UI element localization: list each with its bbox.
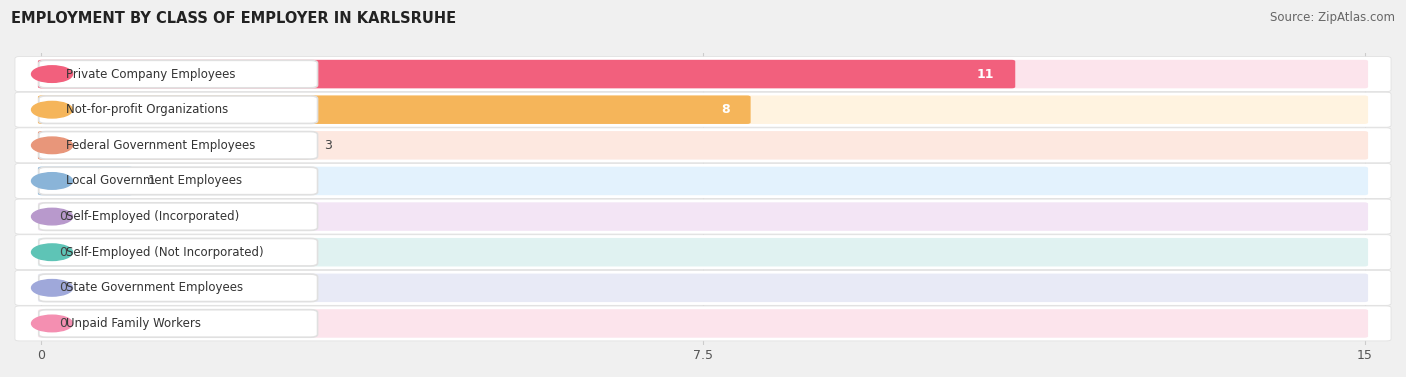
FancyBboxPatch shape xyxy=(15,306,1391,341)
Circle shape xyxy=(31,208,73,225)
Circle shape xyxy=(31,280,73,296)
FancyBboxPatch shape xyxy=(38,238,1368,267)
FancyBboxPatch shape xyxy=(38,95,1368,124)
Text: Local Government Employees: Local Government Employees xyxy=(66,175,242,187)
FancyBboxPatch shape xyxy=(39,132,318,159)
Text: Unpaid Family Workers: Unpaid Family Workers xyxy=(66,317,201,330)
FancyBboxPatch shape xyxy=(38,60,1015,88)
Text: 1: 1 xyxy=(148,175,155,187)
FancyBboxPatch shape xyxy=(39,60,318,88)
FancyBboxPatch shape xyxy=(39,96,318,123)
Circle shape xyxy=(31,137,73,153)
Text: 11: 11 xyxy=(977,67,994,81)
Text: Source: ZipAtlas.com: Source: ZipAtlas.com xyxy=(1270,11,1395,24)
FancyBboxPatch shape xyxy=(39,167,318,195)
Text: 8: 8 xyxy=(721,103,730,116)
Text: State Government Employees: State Government Employees xyxy=(66,281,243,294)
Circle shape xyxy=(31,315,73,332)
FancyBboxPatch shape xyxy=(38,167,134,195)
Circle shape xyxy=(31,244,73,261)
FancyBboxPatch shape xyxy=(38,95,751,124)
Text: Federal Government Employees: Federal Government Employees xyxy=(66,139,256,152)
Text: 0: 0 xyxy=(59,246,67,259)
Text: Private Company Employees: Private Company Employees xyxy=(66,67,236,81)
Text: Self-Employed (Incorporated): Self-Employed (Incorporated) xyxy=(66,210,239,223)
FancyBboxPatch shape xyxy=(39,274,318,302)
Text: 3: 3 xyxy=(323,139,332,152)
FancyBboxPatch shape xyxy=(15,270,1391,305)
FancyBboxPatch shape xyxy=(15,235,1391,270)
Text: 0: 0 xyxy=(59,281,67,294)
Circle shape xyxy=(31,173,73,189)
FancyBboxPatch shape xyxy=(38,131,309,159)
FancyBboxPatch shape xyxy=(38,167,1368,195)
FancyBboxPatch shape xyxy=(38,309,1368,338)
Text: Not-for-profit Organizations: Not-for-profit Organizations xyxy=(66,103,228,116)
FancyBboxPatch shape xyxy=(38,274,1368,302)
Text: 0: 0 xyxy=(59,317,67,330)
Text: 0: 0 xyxy=(59,210,67,223)
FancyBboxPatch shape xyxy=(15,199,1391,234)
FancyBboxPatch shape xyxy=(39,310,318,337)
FancyBboxPatch shape xyxy=(38,202,1368,231)
Text: EMPLOYMENT BY CLASS OF EMPLOYER IN KARLSRUHE: EMPLOYMENT BY CLASS OF EMPLOYER IN KARLS… xyxy=(11,11,457,26)
FancyBboxPatch shape xyxy=(15,164,1391,198)
FancyBboxPatch shape xyxy=(39,239,318,266)
FancyBboxPatch shape xyxy=(38,60,1368,88)
FancyBboxPatch shape xyxy=(15,92,1391,127)
FancyBboxPatch shape xyxy=(15,128,1391,163)
Text: Self-Employed (Not Incorporated): Self-Employed (Not Incorporated) xyxy=(66,246,264,259)
FancyBboxPatch shape xyxy=(39,203,318,230)
FancyBboxPatch shape xyxy=(15,57,1391,92)
Circle shape xyxy=(31,66,73,82)
FancyBboxPatch shape xyxy=(38,131,1368,159)
Circle shape xyxy=(31,101,73,118)
